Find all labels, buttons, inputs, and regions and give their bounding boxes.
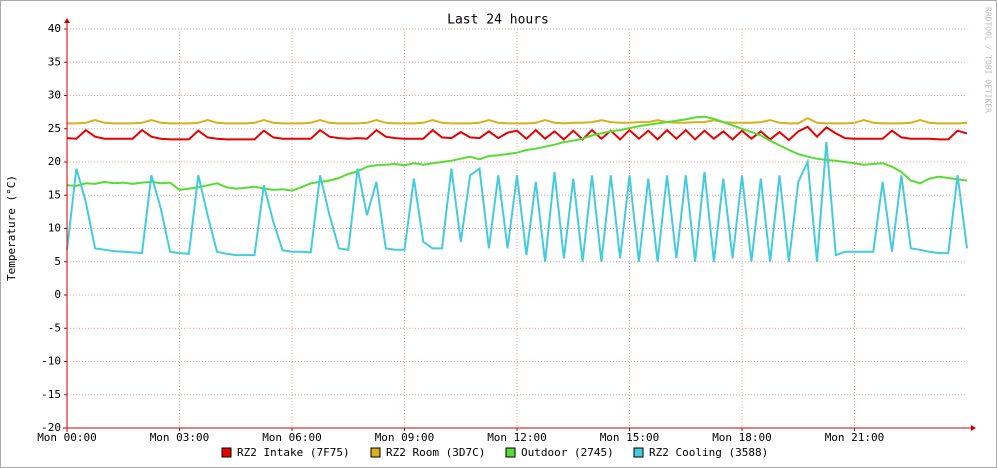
y-tick-label: 25 <box>48 122 61 135</box>
y-axis-label: Temperature (°C) <box>5 175 18 281</box>
y-tick-label: -10 <box>41 355 61 368</box>
y-tick-label: 35 <box>48 55 61 68</box>
x-tick-label: Mon 21:00 <box>825 431 885 444</box>
series-line <box>66 142 968 262</box>
y-tick-label: -20 <box>41 421 61 434</box>
series-line <box>66 125 968 142</box>
y-tick-label: 0 <box>54 288 61 301</box>
y-tick-label: 5 <box>54 255 61 268</box>
x-tick-label: Mon 06:00 <box>262 431 322 444</box>
chart-title: Last 24 hours <box>447 13 549 28</box>
x-tick-label: Mon 03:00 <box>150 431 210 444</box>
legend-swatch <box>633 447 644 458</box>
legend: RZ2 Intake (7F75) RZ2 Room (3D7C) Outdoor … <box>221 446 768 459</box>
y-tick-label: -15 <box>41 388 61 401</box>
y-tick-label: 40 <box>48 22 61 35</box>
series-line <box>66 115 968 192</box>
x-tick-label: Mon 15:00 <box>600 431 660 444</box>
x-tick-label: Mon 18:00 <box>712 431 772 444</box>
watermark: RRDTOOL / TOBI OETIKER <box>984 7 993 113</box>
lines <box>66 115 968 262</box>
series-line <box>67 116 968 125</box>
x-tick-label: Mon 00:00 <box>37 431 97 444</box>
legend-label: RZ2 Intake (7F75) <box>237 446 350 459</box>
y-tick-label: 30 <box>48 89 61 102</box>
y-tick-label: 20 <box>48 155 61 168</box>
x-tick-label: Mon 09:00 <box>375 431 435 444</box>
x-arrow <box>971 425 976 431</box>
legend-swatch <box>505 447 516 458</box>
y-tick-label: 10 <box>48 222 61 235</box>
y-tick-label: -5 <box>48 321 61 334</box>
axes: -20 -15 -10 -5 0 5 10 15 20 25 30 35 40 Mon 00:00 Mon … <box>37 18 976 444</box>
legend-swatch <box>221 447 232 458</box>
legend-label: Outdoor (2745) <box>521 446 614 459</box>
legend-label: RZ2 Cooling (3588) <box>649 446 768 459</box>
y-tick-label: 15 <box>48 188 61 201</box>
legend-label: RZ2 Room (3D7C) <box>386 446 485 459</box>
legend-swatch <box>370 447 381 458</box>
y-arrow <box>64 18 70 23</box>
x-tick-label: Mon 12:00 <box>487 431 547 444</box>
grid <box>66 28 967 429</box>
